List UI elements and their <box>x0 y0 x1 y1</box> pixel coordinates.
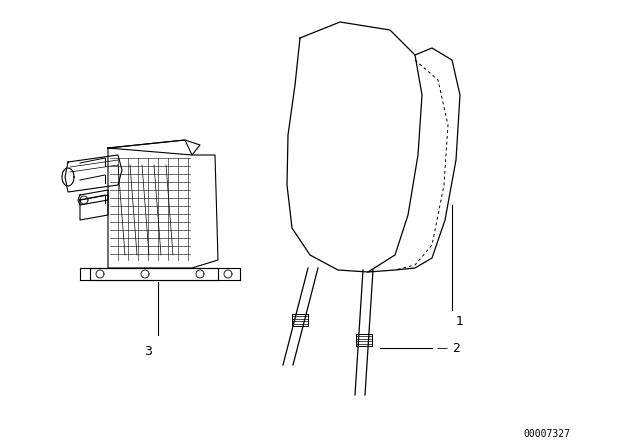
Text: 2: 2 <box>452 341 460 354</box>
Text: 3: 3 <box>144 345 152 358</box>
Text: —: — <box>436 343 447 353</box>
Text: 00007327: 00007327 <box>523 429 570 439</box>
Text: 1: 1 <box>456 315 464 328</box>
